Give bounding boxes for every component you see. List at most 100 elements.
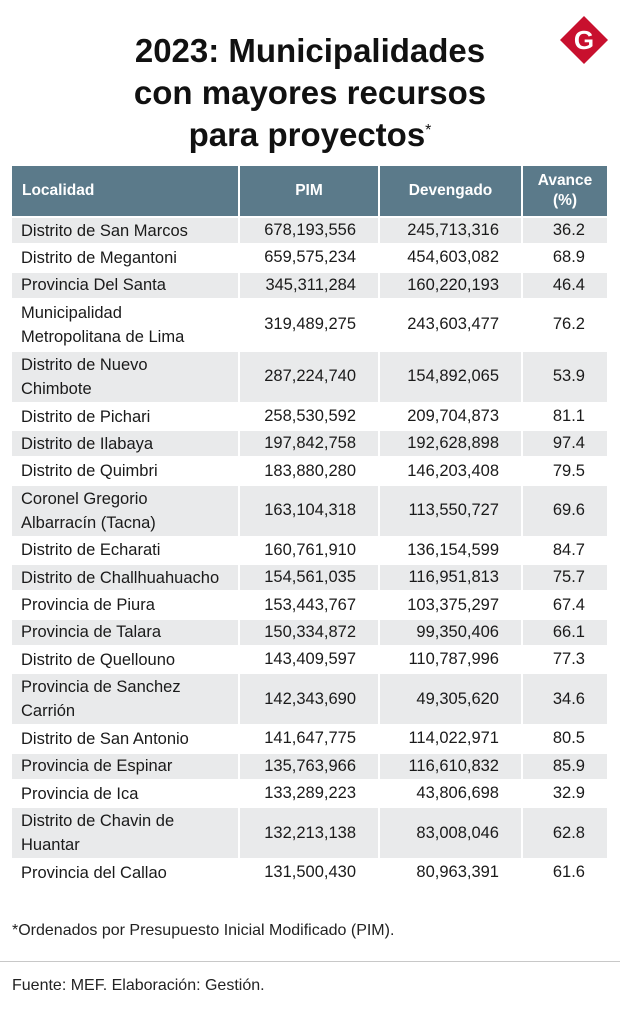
table-body: Distrito de San Marcos 678,193,556 245,713… [12, 218, 607, 888]
localidad-line: Distrito de Echarati [21, 541, 161, 560]
localidad-line: Coronel Gregorio [21, 489, 148, 508]
table-row: Distrito de Pichari 258,530,592 209,704,87… [12, 403, 607, 432]
cell-pim: 659,575,234 [240, 245, 380, 273]
table-row: Distrito de San Marcos 678,193,556 245,713… [12, 218, 607, 246]
cell-devengado: 110,787,996 [380, 646, 523, 675]
cell-localidad: Distrito de San Antonio [12, 726, 240, 754]
localidad-line: Chimbote [21, 379, 92, 398]
cell-avance: 77.3 [523, 646, 607, 675]
cell-devengado: 245,713,316 [380, 218, 523, 246]
cell-devengado: 243,603,477 [380, 299, 523, 352]
cell-pim: 287,224,740 [240, 351, 380, 404]
header-pim: PIM [240, 166, 380, 218]
title-line-2: con mayores recursos [133, 74, 487, 111]
cell-devengado: 80,963,391 [380, 860, 523, 888]
cell-localidad: Provincia de Piura [12, 592, 240, 620]
localidad-line: Distrito de San Antonio [21, 729, 189, 748]
cell-devengado: 116,951,813 [380, 565, 523, 593]
localidad-line: Distrito de Challhuahuacho [21, 568, 220, 587]
cell-pim: 143,409,597 [240, 646, 380, 675]
cell-localidad: Provincia del Callao [12, 860, 240, 888]
table-row: Distrito de Megantoni 659,575,234 454,603,… [12, 245, 607, 273]
cell-localidad: Distrito de Quellouno [12, 646, 240, 675]
cell-pim: 133,289,223 [240, 780, 380, 809]
logo-letter: G [574, 25, 594, 55]
localidad-line: Provincia de Piura [21, 596, 155, 615]
cell-devengado: 83,008,046 [380, 808, 523, 861]
cell-localidad: Distrito de Echarati [12, 537, 240, 566]
cell-pim: 153,443,767 [240, 592, 380, 620]
cell-localidad: Provincia de Talara [12, 619, 240, 647]
table-row: Distrito de Chavin de Huantar 132,213,138 8… [12, 808, 607, 861]
header-avance: Avance (%) [523, 166, 607, 218]
table-row: Distrito de Nuevo Chimbote 287,224,740 154,… [12, 351, 607, 404]
cell-pim: 160,761,910 [240, 537, 380, 566]
table-row: Provincia Del Santa 345,311,284 160,220,19… [12, 272, 607, 300]
table-row: Distrito de Quellouno 143,409,597 110,787,… [12, 646, 607, 675]
cell-localidad: Distrito de Pichari [12, 403, 240, 432]
title-line-3: para proyectos* [60, 114, 560, 156]
header-devengado: Devengado [380, 166, 523, 218]
cell-localidad: Municipalidad Metropolitana de Lima [12, 299, 240, 352]
cell-pim: 141,647,775 [240, 726, 380, 754]
page-title: 2023: Municipalidades con mayores recurs… [60, 30, 560, 156]
cell-devengado: 114,022,971 [380, 726, 523, 754]
localidad-line: Distrito de Quellouno [21, 650, 176, 669]
cell-avance: 32.9 [523, 780, 607, 809]
cell-devengado: 103,375,297 [380, 592, 523, 620]
cell-pim: 135,763,966 [240, 753, 380, 781]
localidad-line: Distrito de Megantoni [21, 248, 177, 267]
localidad-line: Provincia de Sanchez [21, 678, 181, 697]
table-row: Distrito de Quimbri 183,880,280 146,203,40… [12, 458, 607, 486]
cell-devengado: 49,305,620 [380, 674, 523, 727]
cell-pim: 197,842,758 [240, 431, 380, 459]
data-table: Localidad PIM Devengado Avance (%) Distri… [12, 166, 607, 888]
localidad-line: Albarracín (Tacna) [21, 513, 156, 532]
localidad-line: Distrito de Nuevo [21, 355, 148, 374]
cell-localidad: Distrito de Challhuahuacho [12, 565, 240, 593]
table-row: Distrito de Challhuahuacho 154,561,035 116… [12, 565, 607, 593]
cell-avance: 68.9 [523, 245, 607, 273]
localidad-line: Provincia de Espinar [21, 757, 173, 776]
cell-avance: 36.2 [523, 218, 607, 246]
cell-avance: 85.9 [523, 753, 607, 781]
localidad-line: Provincia de Ica [21, 784, 139, 803]
localidad-line: Distrito de Chavin de [21, 812, 175, 831]
cell-avance: 75.7 [523, 565, 607, 593]
cell-pim: 142,343,690 [240, 674, 380, 727]
table-row: Municipalidad Metropolitana de Lima 319,48… [12, 299, 607, 352]
localidad-line: Distrito de Pichari [21, 407, 151, 426]
localidad-line: Carrión [21, 702, 76, 721]
localidad-line: Huantar [21, 836, 80, 855]
cell-pim: 132,213,138 [240, 808, 380, 861]
cell-devengado: 192,628,898 [380, 431, 523, 459]
header-localidad: Localidad [12, 166, 240, 218]
localidad-line: Metropolitana de Lima [21, 327, 185, 346]
cell-avance: 80.5 [523, 726, 607, 754]
localidad-line: Distrito de Ilabaya [21, 434, 154, 453]
source-credit: Fuente: MEF. Elaboración: Gestión. [12, 977, 265, 994]
cell-pim: 150,334,872 [240, 619, 380, 647]
cell-devengado: 136,154,599 [380, 537, 523, 566]
localidad-line: Distrito de San Marcos [21, 221, 188, 240]
cell-localidad: Provincia Del Santa [12, 272, 240, 300]
localidad-line: Municipalidad [21, 303, 122, 322]
cell-pim: 678,193,556 [240, 218, 380, 246]
cell-localidad: Distrito de San Marcos [12, 218, 240, 246]
header-avance-label: Avance [537, 172, 593, 189]
table-row: Provincia de Talara 150,334,872 99,350,406… [12, 619, 607, 647]
table-row: Coronel Gregorio Albarracín (Tacna) 163,10… [12, 485, 607, 538]
localidad-line: Provincia de Talara [21, 623, 162, 642]
divider [0, 961, 620, 962]
cell-localidad: Distrito de Chavin de Huantar [12, 808, 240, 861]
cell-pim: 258,530,592 [240, 403, 380, 432]
cell-devengado: 99,350,406 [380, 619, 523, 647]
localidad-line: Distrito de Quimbri [21, 462, 158, 481]
cell-localidad: Coronel Gregorio Albarracín (Tacna) [12, 485, 240, 538]
cell-avance: 69.6 [523, 485, 607, 538]
table-row: Provincia de Sanchez Carrión 142,343,690 49… [12, 674, 607, 727]
cell-localidad: Distrito de Ilabaya [12, 431, 240, 459]
cell-avance: 66.1 [523, 619, 607, 647]
cell-devengado: 209,704,873 [380, 403, 523, 432]
title-line-3-text: para proyectos [188, 116, 426, 153]
